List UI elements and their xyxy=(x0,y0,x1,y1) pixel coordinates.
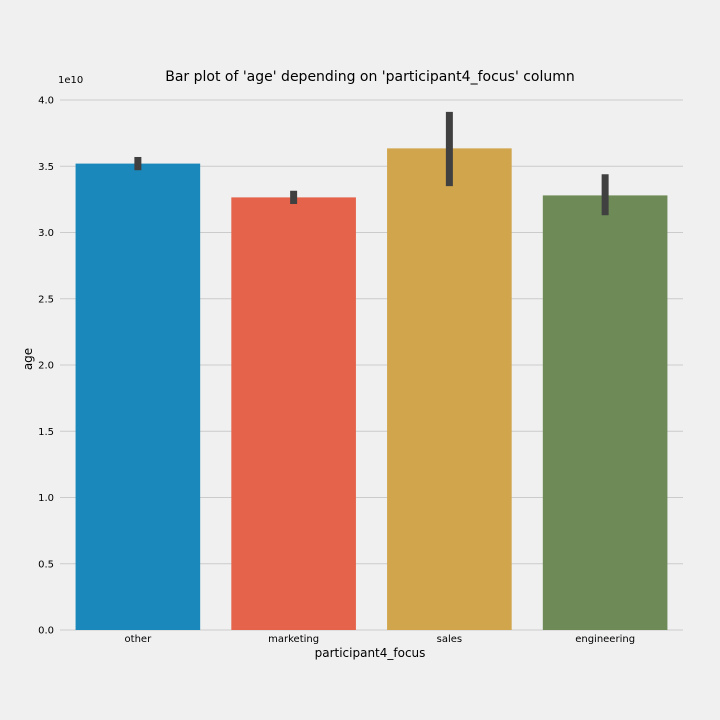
y-tick-labels: 0.0 0.5 1.0 1.5 2.0 2.5 3.0 3.5 4.0 xyxy=(38,96,54,637)
x-axis-title: participant4_focus xyxy=(315,646,426,660)
y-tick-label: 2.0 xyxy=(38,361,54,372)
error-bars xyxy=(134,111,609,216)
y-tick-label: 3.0 xyxy=(38,228,54,239)
y-tick-label: 2.5 xyxy=(38,294,54,305)
bar-marketing xyxy=(231,197,356,630)
x-tick-label-engineering: engineering xyxy=(575,634,635,645)
x-tick-labels: other marketing sales engineering xyxy=(125,634,635,645)
bar-sales xyxy=(387,148,512,631)
y-tick-label: 1.0 xyxy=(38,493,54,504)
y-tick-label: 1.5 xyxy=(38,427,54,438)
y-tick-label: 4.0 xyxy=(38,96,54,107)
x-tick-label-sales: sales xyxy=(437,634,462,645)
y-offset-label: 1e10 xyxy=(58,75,83,86)
y-tick-label: 0.5 xyxy=(38,559,54,570)
x-tick-label-marketing: marketing xyxy=(268,634,319,645)
y-axis-title: age xyxy=(21,348,35,370)
bar-engineering xyxy=(542,195,668,630)
y-tick-label: 0.0 xyxy=(38,626,54,637)
x-tick-label-other: other xyxy=(125,634,153,645)
bars xyxy=(75,148,668,631)
y-tick-label: 3.5 xyxy=(38,162,54,173)
chart-title: Bar plot of 'age' depending on 'particip… xyxy=(165,69,575,85)
bar-other xyxy=(75,163,201,630)
